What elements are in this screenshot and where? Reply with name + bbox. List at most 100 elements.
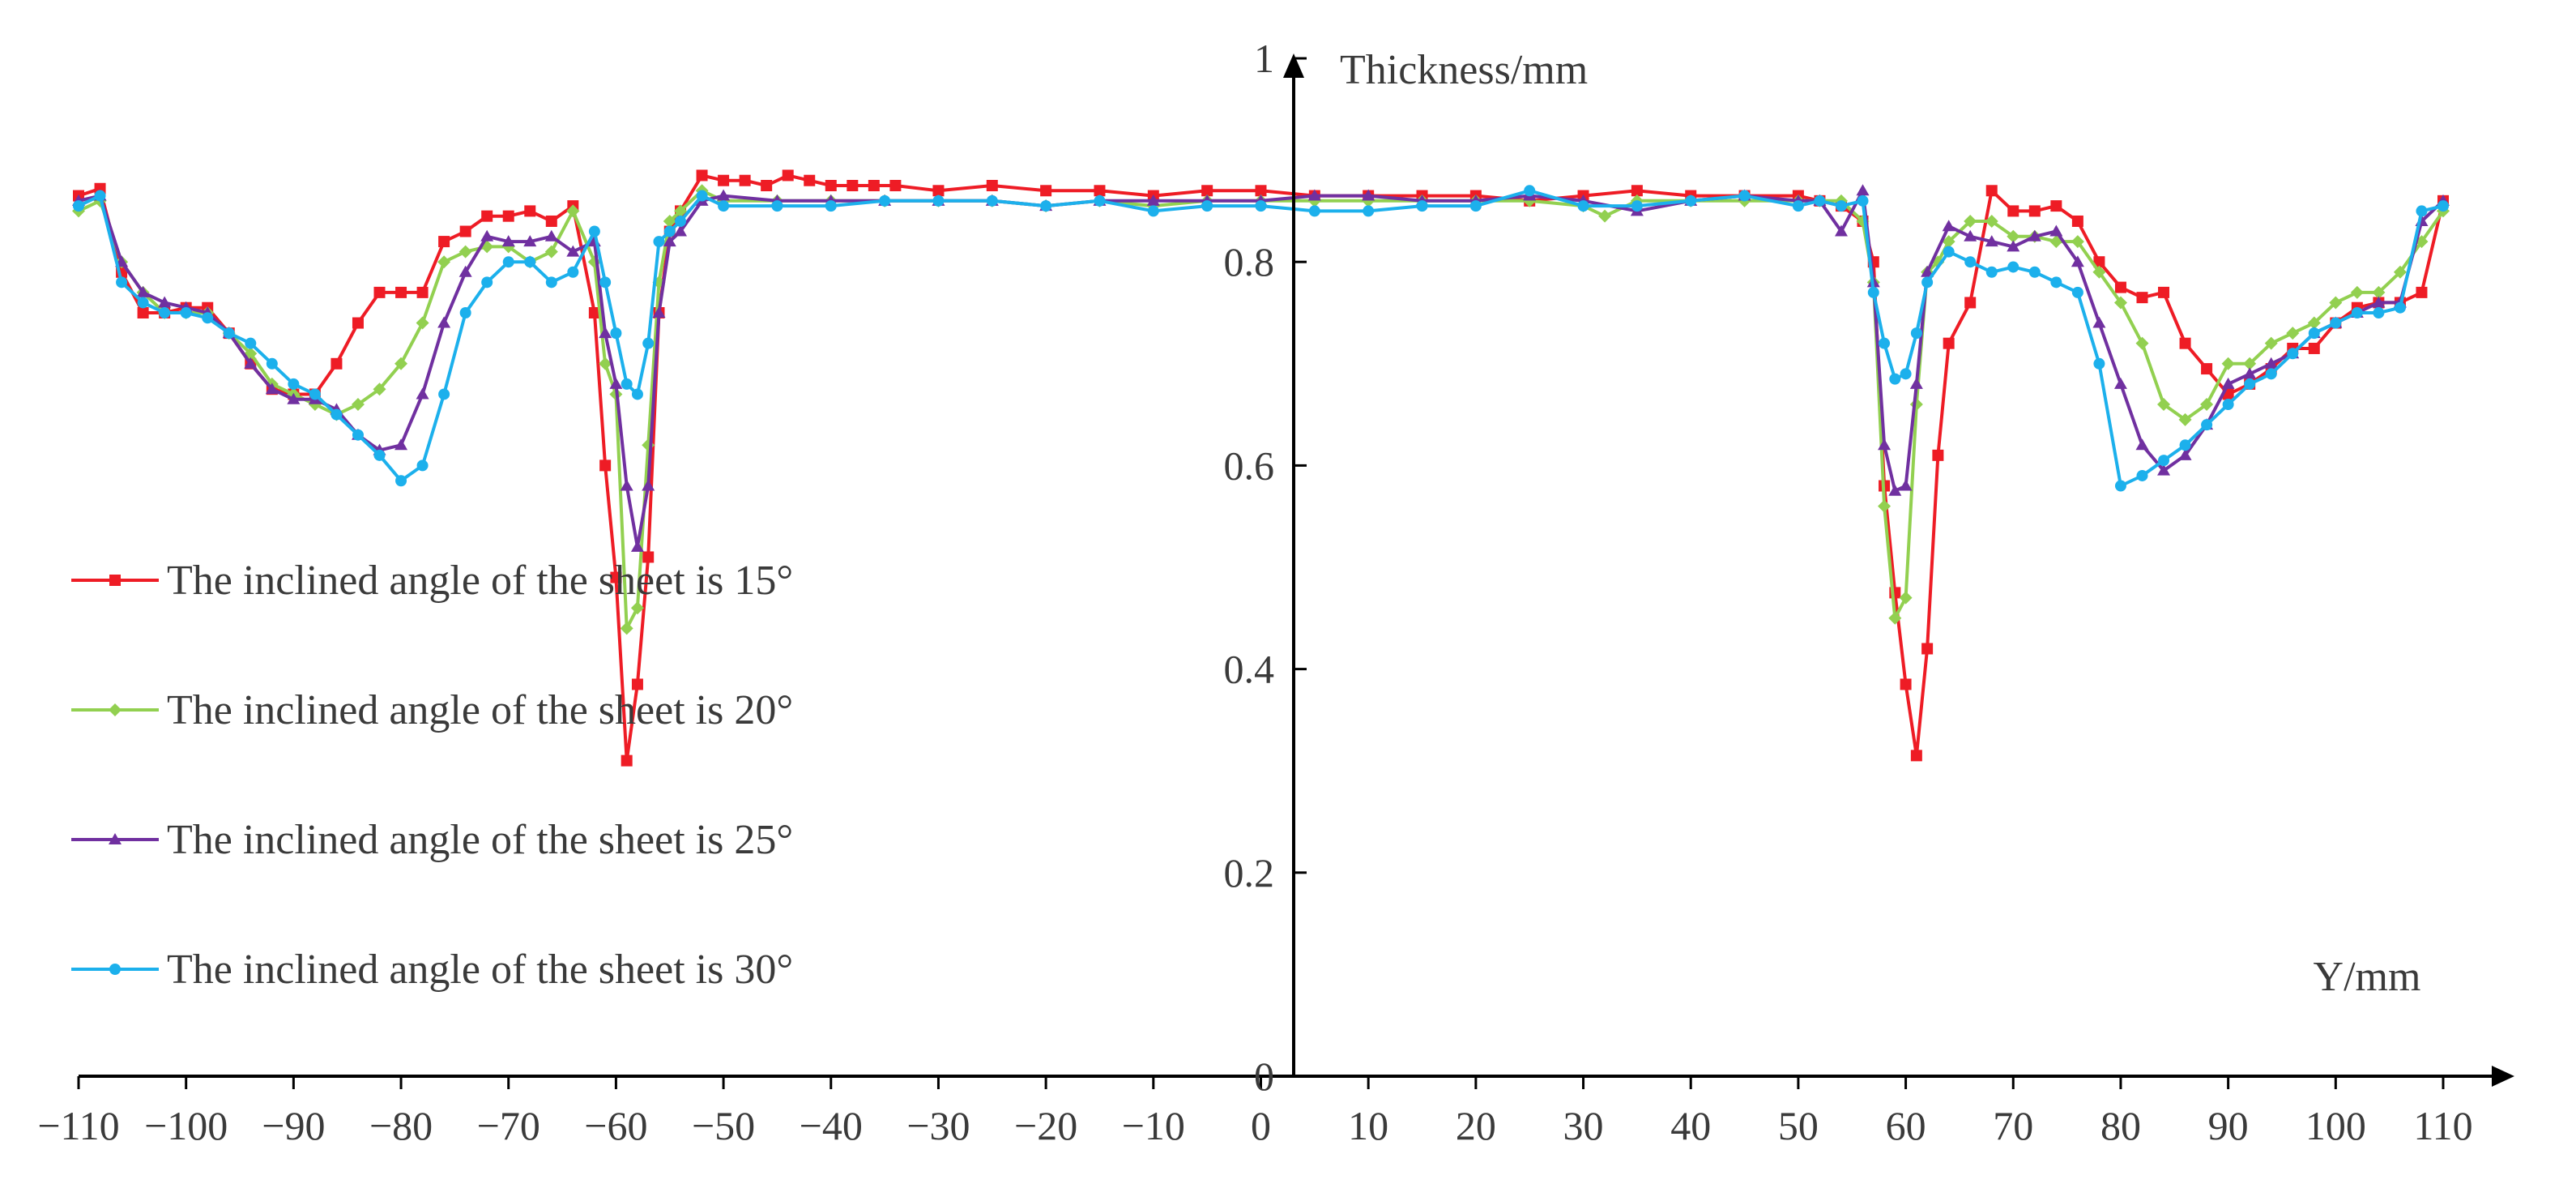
data-point bbox=[437, 316, 451, 328]
legend-label: The inclined angle of the sheet is 30° bbox=[167, 947, 793, 993]
data-point bbox=[373, 286, 386, 298]
data-point bbox=[245, 337, 257, 349]
data-point bbox=[1857, 194, 1869, 207]
data-point bbox=[1909, 377, 1923, 389]
axes-layer: −110 −100 −90 −80 −70 −60 −50 −40 −30 −20 −10 0 10 20… bbox=[37, 36, 2514, 1148]
data-point bbox=[2113, 377, 2127, 389]
data-point bbox=[73, 200, 84, 212]
data-point bbox=[1888, 484, 1902, 496]
x-tick-label: −50 bbox=[692, 1103, 755, 1148]
data-point bbox=[631, 388, 643, 400]
x-axis-arrow bbox=[2492, 1066, 2514, 1087]
data-point bbox=[1899, 479, 1913, 491]
data-point bbox=[524, 205, 536, 217]
data-point bbox=[137, 297, 149, 309]
x-tick-label: −110 bbox=[37, 1103, 119, 1148]
data-point bbox=[986, 180, 998, 191]
data-point bbox=[1909, 398, 1923, 412]
data-point bbox=[1921, 276, 1934, 288]
data-point bbox=[610, 327, 622, 340]
data-point bbox=[2308, 342, 2320, 354]
data-point bbox=[1921, 265, 1934, 277]
data-point bbox=[653, 236, 665, 248]
data-point bbox=[116, 276, 128, 288]
x-tick-label: 70 bbox=[1993, 1103, 2033, 1148]
data-point bbox=[1598, 209, 1612, 223]
data-point bbox=[2222, 399, 2234, 411]
data-point bbox=[1867, 286, 1879, 298]
data-point bbox=[2135, 336, 2149, 350]
y-tick-label: 0.4 bbox=[1224, 647, 1275, 692]
data-point bbox=[1942, 220, 1955, 232]
data-point bbox=[1856, 184, 1870, 196]
y-tick-label: 0 bbox=[1254, 1054, 1274, 1099]
data-point bbox=[620, 622, 633, 635]
data-point bbox=[502, 210, 514, 222]
data-point bbox=[1738, 190, 1751, 202]
data-point bbox=[567, 266, 579, 278]
data-point bbox=[2286, 327, 2300, 340]
data-point bbox=[416, 459, 429, 472]
data-point bbox=[2200, 398, 2214, 412]
data-point bbox=[642, 337, 655, 349]
data-point bbox=[2201, 363, 2213, 375]
data-point bbox=[2007, 205, 2019, 217]
data-point bbox=[159, 307, 171, 318]
data-point bbox=[1943, 246, 1955, 258]
data-point bbox=[1255, 185, 1267, 197]
data-point bbox=[2243, 357, 2257, 370]
data-point bbox=[2158, 286, 2170, 298]
data-point bbox=[265, 383, 279, 395]
data-point bbox=[2330, 317, 2342, 329]
y-ticks: 0 0.2 0.4 0.6 0.8 1 bbox=[1224, 36, 1307, 1099]
data-point bbox=[986, 194, 998, 207]
data-point bbox=[675, 215, 687, 227]
data-point bbox=[373, 383, 386, 396]
data-point bbox=[1094, 185, 1106, 197]
data-point bbox=[1792, 200, 1804, 212]
data-point bbox=[1524, 185, 1536, 197]
data-point bbox=[1888, 611, 1902, 625]
x-tick-label: −40 bbox=[800, 1103, 863, 1148]
data-point bbox=[1985, 214, 1998, 228]
data-point bbox=[481, 210, 493, 222]
data-point bbox=[2114, 281, 2126, 293]
data-point bbox=[545, 215, 557, 227]
data-point bbox=[395, 286, 407, 298]
legend-item: The inclined angle of the sheet is 20° bbox=[71, 687, 793, 733]
data-point bbox=[1900, 678, 1912, 690]
x-tick-label: −90 bbox=[262, 1103, 325, 1148]
x-tick-label: −60 bbox=[584, 1103, 647, 1148]
data-point bbox=[2007, 229, 2020, 243]
legend-marker bbox=[109, 833, 122, 844]
data-point bbox=[2050, 200, 2062, 212]
series-4 bbox=[73, 185, 2449, 492]
data-point bbox=[2157, 398, 2171, 412]
data-point bbox=[1631, 200, 1643, 212]
data-point bbox=[2179, 439, 2191, 451]
data-point bbox=[202, 312, 214, 324]
x-tick-label: −30 bbox=[906, 1103, 970, 1148]
x-tick-label: −20 bbox=[1014, 1103, 1077, 1148]
data-point bbox=[1985, 266, 1998, 278]
data-point bbox=[621, 754, 633, 767]
data-point bbox=[1814, 194, 1826, 207]
data-point bbox=[2071, 255, 2084, 267]
data-point bbox=[1943, 337, 1955, 349]
data-point bbox=[352, 317, 364, 329]
data-point bbox=[2071, 235, 2084, 249]
data-point bbox=[1942, 235, 1955, 249]
data-point bbox=[566, 204, 580, 218]
y-tick-label: 0.6 bbox=[1224, 442, 1275, 488]
data-point bbox=[2416, 205, 2428, 217]
data-point bbox=[932, 194, 945, 207]
data-point bbox=[1363, 205, 1375, 217]
data-point bbox=[416, 387, 429, 400]
y-axis-arrow bbox=[1283, 53, 1304, 78]
x-tick-label: 0 bbox=[1251, 1103, 1271, 1148]
data-point bbox=[2135, 438, 2149, 451]
data-point bbox=[2028, 205, 2041, 217]
data-point bbox=[2007, 261, 2019, 273]
data-point bbox=[438, 388, 450, 400]
data-point bbox=[136, 285, 150, 297]
